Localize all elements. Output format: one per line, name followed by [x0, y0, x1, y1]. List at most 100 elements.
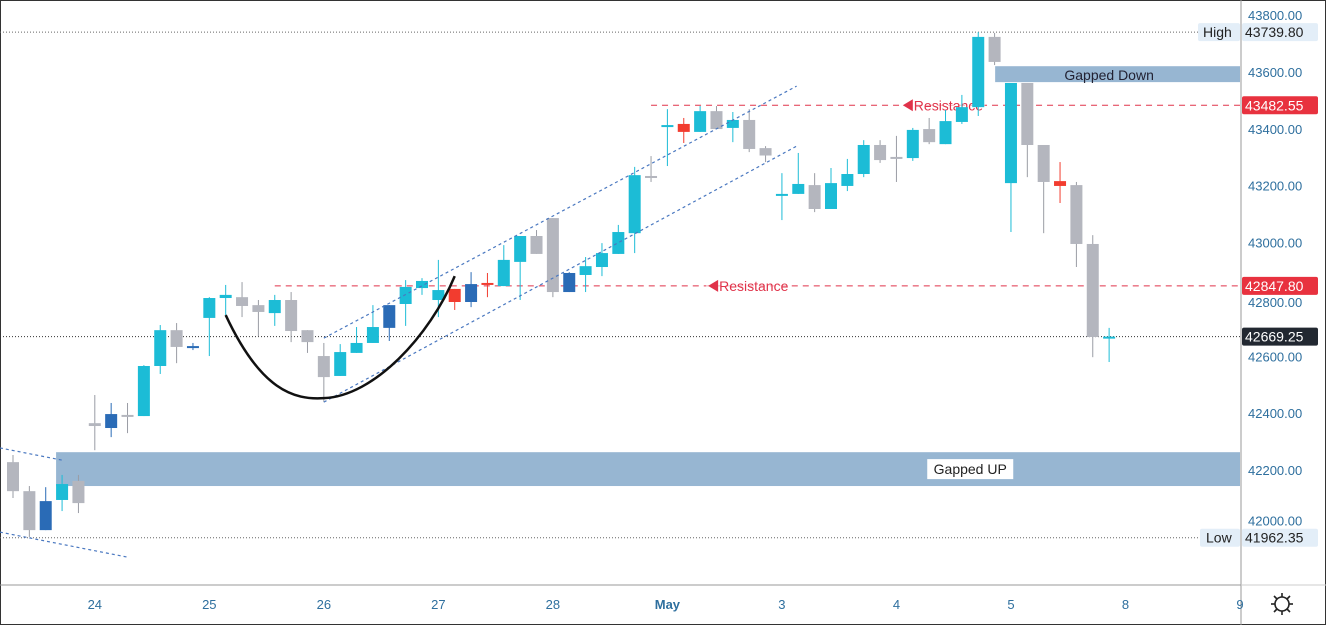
channel-line-2: [0, 447, 63, 461]
time-tick-label: 26: [317, 597, 331, 612]
price-tick-label: 43600.00: [1248, 65, 1302, 80]
time-tick-label: 4: [893, 597, 900, 612]
candle-body: [628, 175, 641, 234]
last-price-badge: [1242, 327, 1318, 346]
candle-body: [219, 294, 232, 299]
candle-body: [268, 300, 281, 314]
candle-body: [988, 36, 1001, 62]
candle-body: [906, 129, 919, 159]
price-tick-label: 42600.00: [1248, 349, 1302, 364]
candle-body: [645, 175, 658, 178]
candle-body: [448, 288, 461, 302]
candle-body: [595, 253, 608, 268]
candle-body: [1037, 144, 1050, 182]
candle-body: [530, 236, 543, 254]
gap-zone-label: Gapped UP: [934, 461, 1007, 477]
gap-zone-1: [995, 66, 1240, 83]
candle-body: [661, 125, 674, 128]
candle-body: [383, 305, 396, 328]
candle-body: [399, 286, 412, 304]
candle-body: [186, 346, 199, 349]
candles: [7, 32, 1116, 537]
candle-body: [972, 36, 985, 108]
time-tick-label: 9: [1236, 597, 1243, 612]
candle-body: [105, 414, 118, 429]
candle-body: [743, 119, 756, 149]
gap-zone-label: Gapped Down: [1064, 67, 1154, 83]
resistance-label-bg: [706, 277, 791, 294]
candle-body: [546, 218, 559, 293]
candle-body: [694, 111, 707, 132]
price-tick-label: 42200.00: [1248, 463, 1302, 478]
candle-body: [1054, 181, 1067, 186]
resistance-price-0-value: 43482.55: [1245, 97, 1304, 113]
price-tick-label: 43000.00: [1248, 236, 1302, 251]
candle-body: [563, 272, 576, 293]
low-label: Low: [1206, 530, 1233, 546]
time-tick-label: 25: [202, 597, 216, 612]
resistance-price-1-value: 42847.80: [1245, 278, 1304, 294]
candle-body: [334, 352, 347, 376]
candle-body: [465, 284, 478, 302]
candle-body: [792, 183, 805, 194]
last-price-value: 42669.25: [1245, 329, 1304, 345]
candle-body: [923, 129, 936, 143]
resistance-label: Resistance: [719, 278, 788, 294]
resistance-price-1-badge: [1242, 276, 1318, 295]
candle-body: [39, 501, 52, 531]
candle-body: [317, 356, 330, 378]
candle-body: [285, 300, 298, 332]
candle-body: [416, 280, 428, 289]
candle-body: [236, 297, 249, 306]
candle-body: [88, 423, 101, 427]
price-tick-label: 42800.00: [1248, 295, 1302, 310]
time-tick-label: 24: [88, 597, 102, 612]
candle-body: [579, 266, 592, 275]
low-label-bg: [1200, 528, 1240, 547]
price-tick-label: 43400.00: [1248, 122, 1302, 137]
candle-body: [481, 282, 494, 285]
time-tick-label: May: [655, 597, 681, 612]
candle-body: [252, 305, 265, 312]
high-label-bg: [1198, 23, 1240, 42]
price-axis[interactable]: 43800.00 43600.00 43400.00 43200.00 43000.00…: [1198, 0, 1318, 625]
price-tick-label: 43800.00: [1248, 8, 1302, 23]
time-tick-label: 28: [546, 597, 560, 612]
candle-body: [137, 365, 150, 417]
candle-body: [56, 484, 69, 500]
candle-body: [857, 144, 870, 175]
candle-body: [955, 107, 968, 122]
candle-body: [366, 327, 379, 343]
time-axis[interactable]: 24 25 26 27 28 May 3 4 5 8 9: [0, 584, 1326, 612]
time-tick-label: 3: [778, 597, 785, 612]
channel-line-0: [323, 85, 797, 339]
low-price-value: 41962.35: [1245, 530, 1304, 546]
resistance-arrow-icon: [708, 279, 719, 292]
price-tick-label: 42000.00: [1248, 514, 1302, 529]
candle-body: [72, 480, 85, 504]
cup-pattern-curve: [224, 275, 456, 400]
candle-body: [170, 330, 183, 347]
candle-body: [1004, 82, 1017, 184]
gap-zone-0: [56, 452, 1241, 487]
low-price-badge: [1242, 528, 1318, 547]
candle-body: [841, 174, 854, 186]
candle-body: [1021, 82, 1034, 145]
candle-body: [154, 330, 167, 366]
candle-body: [23, 491, 36, 531]
candle-body: [939, 121, 952, 145]
high-price-value: 43739.80: [1245, 24, 1304, 40]
gap-zones: Gapped UP Gapped Down: [56, 66, 1241, 487]
time-tick-label: 5: [1007, 597, 1014, 612]
candle-body: [710, 111, 723, 130]
candle-body: [890, 156, 903, 159]
channel-line-3: [0, 531, 128, 558]
settings-gear-icon[interactable]: [1271, 593, 1293, 615]
candle-body: [1070, 185, 1083, 244]
candle-body: [825, 183, 837, 209]
price-tick-label: 42400.00: [1248, 406, 1302, 421]
high-price-badge: [1242, 23, 1318, 42]
candle-body: [350, 342, 363, 353]
gap-zone-label-bg: [927, 459, 1014, 480]
